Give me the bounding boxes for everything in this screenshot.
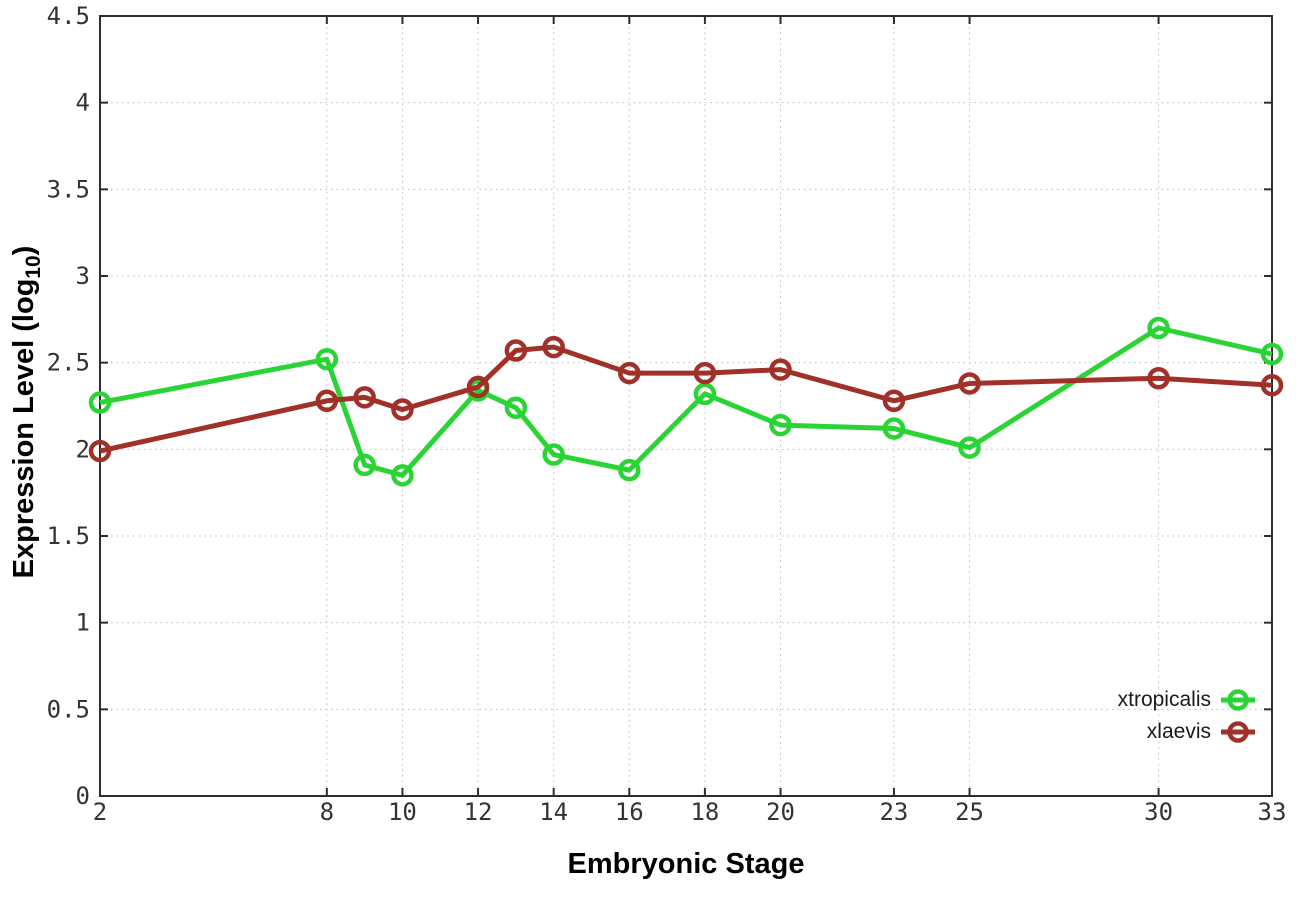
x-tick-label: 16	[615, 798, 644, 826]
legend-item-xtropicalis: xtropicalis	[1118, 684, 1256, 716]
xlaevis-data-point	[315, 389, 339, 413]
y-tick-label: 0	[76, 782, 90, 810]
xlaevis-data-point	[1147, 367, 1170, 390]
legend-marker-icon	[1221, 721, 1255, 743]
x-tick-label: 10	[388, 798, 417, 826]
xlaevis-data-point	[391, 398, 414, 421]
series-xtropicalis	[88, 316, 1284, 487]
xlaevis-data-point	[542, 335, 565, 359]
x-tick-label: 14	[539, 798, 568, 826]
xtropicalis-data-point	[315, 347, 339, 371]
x-tick-label: 23	[879, 798, 908, 826]
xlaevis-data-point	[504, 339, 528, 362]
xlaevis-data-point	[353, 386, 376, 409]
y-axis-title-subscript: 10	[21, 255, 45, 279]
legend-marker-icon	[1221, 689, 1255, 711]
xlaevis-data-point	[88, 439, 112, 463]
y-axis-title-text: Expression Level (log	[8, 278, 41, 579]
legend-label-xlaevis: xlaevis	[1146, 720, 1211, 743]
y-tick-label: 1	[76, 609, 90, 637]
x-tick-label: 2	[93, 798, 107, 826]
y-tick-label: 1.5	[47, 522, 90, 550]
xlaevis-data-point	[882, 389, 906, 413]
xlaevis-data-point	[618, 361, 641, 385]
y-tick-label: 4	[76, 89, 90, 117]
y-tick-label: 4.5	[47, 2, 90, 30]
xtropicalis-data-point	[618, 458, 641, 482]
legend-label-xtropicalis: xtropicalis	[1117, 688, 1211, 711]
y-tick-labels: 0 0.5 1 1.5 2 2.5 3 3.5 4 4.5	[47, 2, 90, 810]
x-axis-title: Embryonic Stage	[567, 848, 805, 880]
y-tick-label: 3.5	[47, 175, 90, 203]
xtropicalis-data-point	[353, 453, 376, 477]
x-tick-label: 33	[1258, 798, 1287, 826]
tick-marks	[99, 15, 1273, 797]
x-tick-label: 30	[1144, 798, 1173, 826]
xlaevis-data-point	[1260, 373, 1284, 397]
xtropicalis-data-point	[769, 413, 792, 437]
xlaevis-line	[99, 344, 1273, 454]
x-tick-label: 12	[464, 798, 493, 826]
y-tick-label: 2.5	[47, 349, 90, 377]
xlaevis-data-point	[769, 358, 792, 381]
gridlines	[100, 16, 1272, 796]
y-tick-label: 0.5	[47, 695, 90, 723]
xtropicalis-data-point	[1147, 316, 1170, 340]
x-tick-label: 8	[320, 798, 334, 826]
xtropicalis-data-point	[88, 391, 112, 414]
series-xlaevis	[88, 335, 1284, 463]
y-tick-label: 2	[76, 435, 90, 463]
xlaevis-data-point	[693, 361, 717, 385]
x-tick-labels: 2 8 10 12 14 16 18 20 23 25 30 33	[93, 798, 1287, 826]
xtropicalis-line	[99, 325, 1273, 478]
plot-border	[99, 15, 1273, 797]
xtropicalis-data-point	[882, 417, 906, 440]
y-tick-label: 3	[76, 262, 90, 290]
xtropicalis-data-point	[958, 436, 981, 459]
xlaevis-data-point	[958, 372, 981, 395]
x-tick-label: 18	[690, 798, 719, 826]
y-axis-title: Expression Level (log10)	[8, 246, 46, 579]
xtropicalis-data-point	[542, 443, 565, 466]
xlaevis-data-point	[466, 375, 490, 399]
xtropicalis-data-point	[391, 464, 414, 487]
x-tick-label: 20	[766, 798, 795, 826]
xtropicalis-data-point	[693, 382, 717, 406]
y-axis-title-close: )	[8, 245, 41, 256]
x-tick-label: 25	[955, 798, 984, 826]
legend-item-xlaevis: xlaevis	[1118, 716, 1256, 748]
xtropicalis-data-point	[1260, 342, 1284, 366]
legend: xtropicalis xlaevis	[1118, 684, 1256, 748]
xtropicalis-data-point	[504, 396, 528, 419]
